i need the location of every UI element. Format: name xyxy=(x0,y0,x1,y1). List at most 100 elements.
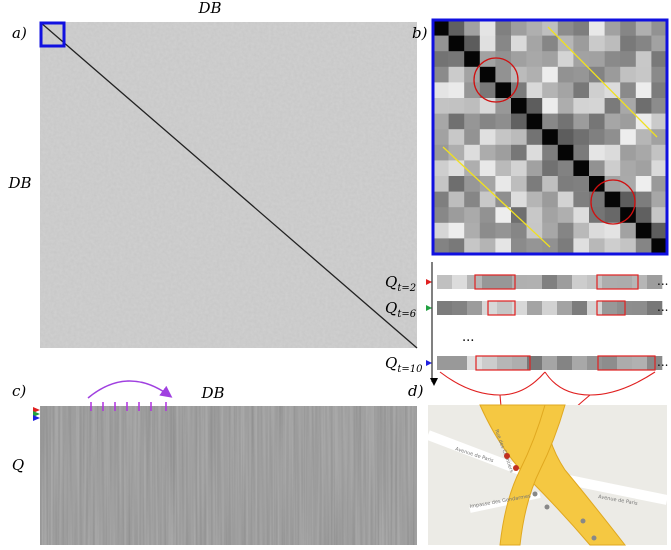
row-cell xyxy=(482,301,498,315)
cell xyxy=(464,144,481,161)
cell xyxy=(433,51,449,68)
match-ticks xyxy=(90,402,167,411)
cell xyxy=(511,144,527,161)
cell xyxy=(511,98,527,114)
cell xyxy=(604,129,621,146)
cell xyxy=(651,222,668,239)
row-cell xyxy=(602,301,618,315)
cell xyxy=(542,144,559,161)
cell xyxy=(635,66,652,83)
zoomed-matrix xyxy=(433,20,668,255)
row-cell xyxy=(467,356,483,370)
ellipsis: ... xyxy=(657,274,668,288)
cell xyxy=(604,207,621,224)
cell xyxy=(495,113,512,130)
cell xyxy=(651,82,668,99)
cell xyxy=(604,238,621,255)
cell xyxy=(604,144,621,161)
cell xyxy=(433,144,449,161)
cell xyxy=(573,207,590,224)
cell xyxy=(448,66,465,83)
cell xyxy=(557,66,574,83)
query-subscript: t=2 xyxy=(397,283,416,294)
cell xyxy=(635,176,652,192)
cell xyxy=(479,35,496,52)
match-box xyxy=(487,300,516,316)
cell xyxy=(464,238,481,255)
cell xyxy=(479,160,496,177)
cell xyxy=(511,113,527,130)
cell xyxy=(464,191,481,208)
cell xyxy=(557,113,574,130)
cell xyxy=(526,191,543,208)
match-box xyxy=(475,355,531,371)
cell xyxy=(511,129,527,146)
cell xyxy=(589,66,605,83)
cell xyxy=(448,207,465,224)
row-cell xyxy=(557,356,573,370)
cell xyxy=(604,113,621,130)
cell xyxy=(542,35,559,52)
cell xyxy=(464,113,481,130)
cell xyxy=(589,160,605,177)
cell xyxy=(448,238,465,255)
row-cell xyxy=(602,356,618,370)
cell xyxy=(542,191,559,208)
cell xyxy=(635,35,652,52)
cell xyxy=(620,144,637,161)
cell xyxy=(433,207,449,224)
cell xyxy=(479,82,496,99)
cell xyxy=(464,98,481,114)
cell xyxy=(511,207,527,224)
cell xyxy=(464,222,481,239)
cell xyxy=(573,82,590,99)
cell xyxy=(557,20,574,36)
row-cell xyxy=(527,275,543,289)
cell xyxy=(604,98,621,114)
row-marker xyxy=(426,305,432,311)
row-cell xyxy=(482,275,498,289)
cell xyxy=(620,238,637,255)
row-cell xyxy=(572,301,588,315)
cell xyxy=(604,35,621,52)
cell xyxy=(635,144,652,161)
cell xyxy=(557,51,574,68)
ellipsis: ... xyxy=(657,300,668,314)
cell xyxy=(479,238,496,255)
cell xyxy=(635,51,652,68)
cell xyxy=(526,98,543,114)
cell xyxy=(495,176,512,192)
row-cell xyxy=(632,356,648,370)
cell xyxy=(479,144,496,161)
cell xyxy=(511,238,527,255)
cell xyxy=(495,222,512,239)
cell xyxy=(620,82,637,99)
cell xyxy=(479,129,496,146)
row-cell xyxy=(557,275,573,289)
cell xyxy=(542,20,559,36)
cell xyxy=(557,144,574,161)
zoom-border xyxy=(431,18,669,256)
cell xyxy=(620,160,637,177)
row-cell xyxy=(497,356,513,370)
row-markers xyxy=(33,407,40,421)
cell xyxy=(635,238,652,255)
cell xyxy=(495,191,512,208)
cell xyxy=(620,51,637,68)
cell xyxy=(620,129,637,146)
match-box xyxy=(596,300,626,316)
row-cell xyxy=(602,275,618,289)
cell xyxy=(651,113,668,130)
cell xyxy=(448,35,465,52)
cell xyxy=(651,207,668,224)
cell xyxy=(479,113,496,130)
cell xyxy=(433,113,449,130)
cell xyxy=(511,51,527,68)
x-label: DB xyxy=(200,384,224,402)
cell xyxy=(635,98,652,114)
cell xyxy=(620,191,637,208)
query-label: Qt=10 xyxy=(385,354,423,375)
cell xyxy=(511,20,527,36)
cell xyxy=(604,66,621,83)
cell xyxy=(511,191,527,208)
